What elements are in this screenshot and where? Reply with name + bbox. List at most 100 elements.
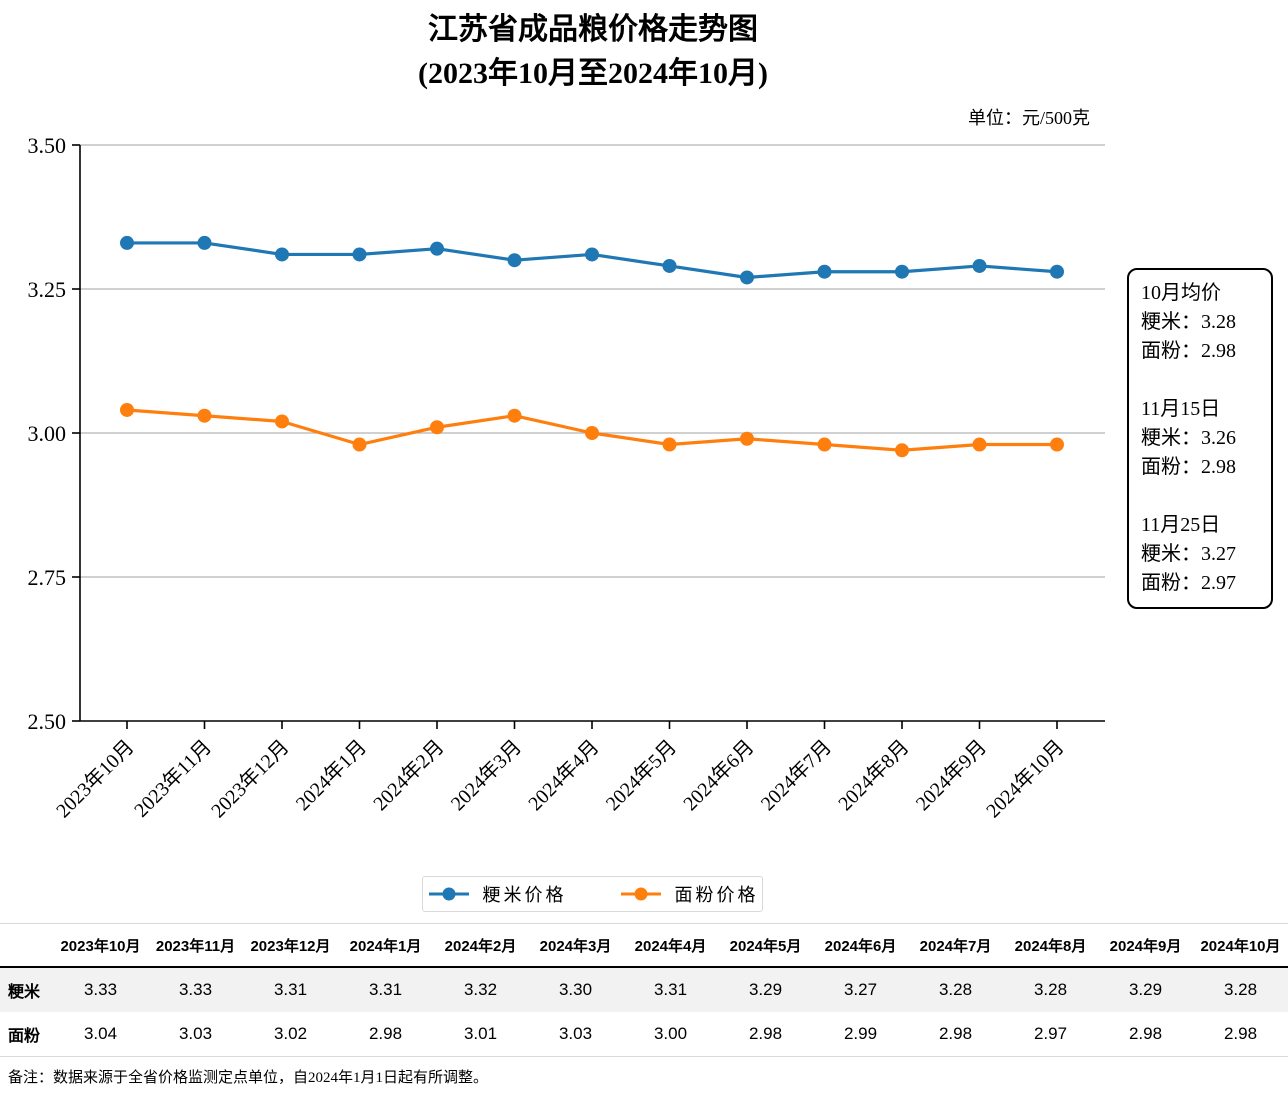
data-point-面粉价格 (972, 437, 987, 452)
data-point-粳米价格 (197, 235, 212, 250)
x-tick-label: 2024年9月 (911, 735, 991, 815)
chart-legend: 粳米价格 面粉价格 (422, 876, 763, 912)
table-value-cell: 3.04 (53, 1012, 148, 1056)
table-value-cell: 3.29 (1098, 968, 1193, 1012)
legend-item-面粉价格: 面粉价格 (619, 881, 759, 907)
table-value-cell: 3.33 (53, 968, 148, 1012)
table-value-cell: 3.28 (908, 968, 1003, 1012)
legend-marker-icon (428, 887, 469, 901)
data-point-面粉价格 (352, 437, 367, 452)
data-point-粳米价格 (430, 241, 444, 256)
data-point-粳米价格 (662, 258, 677, 273)
y-tick-label: 3.50 (28, 133, 67, 158)
x-tick-label: 2023年12月 (207, 735, 294, 822)
x-tick-label: 2024年2月 (369, 735, 449, 815)
data-point-面粉价格 (120, 402, 134, 417)
data-point-粳米价格 (352, 247, 367, 262)
price-trend-chart: 3.50 3.25 3.00 2.75 2.502023年10月2023年11月2023… (28, 133, 1105, 822)
table-value-cell: 3.32 (433, 968, 528, 1012)
table-header-cell: 2023年11月 (148, 924, 243, 968)
data-point-粳米价格 (740, 270, 754, 285)
table-value-cell: 2.98 (1098, 1012, 1193, 1056)
data-point-面粉价格 (197, 408, 212, 423)
legend-item-粳米价格: 粳米价格 (427, 881, 567, 907)
table-header-cell: 2024年2月 (433, 924, 528, 968)
data-point-粳米价格 (585, 247, 599, 262)
annotation-line: 面粉：2.98 (1141, 456, 1236, 478)
chart-title-line2: (2023年10月至2024年10月) (418, 57, 768, 90)
footnote: 备注：数据来源于全省价格监测定点单位，自2024年1月1日起有所调整。 (8, 1070, 489, 1086)
table-header-cell: 2024年6月 (813, 924, 908, 968)
chart-title: 江苏省成品粮价格走势图 (2023年10月至2024年10月) (0, 8, 1186, 96)
annotation-line: 粳米：3.26 (1141, 427, 1236, 449)
table-header-cell: 2023年10月 (53, 924, 148, 968)
legend-label: 面粉价格 (674, 885, 759, 905)
table-value-cell: 3.02 (243, 1012, 338, 1056)
annotation-line: 粳米：3.27 (1141, 543, 1236, 565)
annotation-line: 10月均价 (1141, 282, 1221, 304)
annotation-line (1141, 366, 1265, 395)
x-tick-label: 2024年6月 (679, 735, 759, 815)
table-value-cell: 3.01 (433, 1012, 528, 1056)
data-point-粳米价格 (895, 264, 909, 279)
table-value-cell: 3.29 (718, 968, 813, 1012)
annotation-line: 11月25日 (1141, 514, 1221, 536)
y-tick-label: 3.25 (28, 277, 67, 302)
x-tick-label: 2024年10月 (982, 735, 1069, 822)
table-value-cell: 2.97 (1003, 1012, 1098, 1056)
table-value-cell: 3.31 (623, 968, 718, 1012)
table-value-cell: 3.27 (813, 968, 908, 1012)
chart-title-line1: 江苏省成品粮价格走势图 (428, 13, 758, 46)
data-point-面粉价格 (507, 408, 522, 423)
table-value-cell: 3.03 (148, 1012, 243, 1056)
legend-label: 粳米价格 (482, 885, 567, 905)
table-corner-cell (0, 924, 53, 968)
data-point-粳米价格 (1050, 264, 1064, 279)
table-header-cell: 2023年12月 (243, 924, 338, 968)
x-tick-label: 2024年3月 (446, 735, 526, 815)
data-point-粳米价格 (817, 264, 832, 279)
legend-marker-icon (620, 887, 661, 901)
annotation-box: 10月均价 粳米：3.28 面粉：2.98 11月15日 粳米：3.26 面粉：2.98… (1127, 268, 1273, 609)
y-tick-label: 2.50 (28, 709, 67, 734)
table-header-cell: 2024年9月 (1098, 924, 1193, 968)
table-value-cell: 2.98 (718, 1012, 813, 1056)
table-header-cell: 2024年10月 (1193, 924, 1288, 968)
data-point-面粉价格 (740, 431, 754, 446)
table-value-cell: 2.98 (338, 1012, 433, 1056)
table-header-cell: 2024年3月 (528, 924, 623, 968)
x-tick-label: 2024年7月 (756, 735, 836, 815)
data-point-面粉价格 (817, 437, 832, 452)
annotation-line: 面粉：2.98 (1141, 340, 1236, 362)
x-tick-label: 2024年8月 (834, 735, 914, 815)
table-header-cell: 2024年7月 (908, 924, 1003, 968)
y-tick-label: 3.00 (28, 421, 67, 446)
data-point-面粉价格 (1050, 437, 1064, 452)
table-row-label: 面粉 (0, 1012, 53, 1056)
table-value-cell: 3.30 (528, 968, 623, 1012)
x-tick-label: 2024年1月 (291, 735, 371, 815)
table-header-cell: 2024年1月 (338, 924, 433, 968)
x-tick-label: 2024年4月 (524, 735, 604, 815)
annotation-line: 面粉：2.97 (1141, 572, 1236, 594)
unit-label: 单位：元/500克 (967, 108, 1090, 128)
data-point-粳米价格 (972, 258, 987, 273)
price-table: 2023年10月 2023年11月 2023年12月 2024年1月 2024年2月 20… (0, 923, 1288, 1057)
table-value-cell: 3.33 (148, 968, 243, 1012)
table-value-cell: 2.99 (813, 1012, 908, 1056)
x-tick-label: 2024年5月 (601, 735, 681, 815)
annotation-line: 11月15日 (1141, 398, 1221, 420)
data-point-面粉价格 (430, 420, 444, 435)
table-header-cell: 2024年8月 (1003, 924, 1098, 968)
table-value-cell: 3.28 (1003, 968, 1098, 1012)
data-point-面粉价格 (585, 426, 599, 440)
x-tick-label: 2023年10月 (52, 735, 139, 822)
table-value-cell: 2.98 (1193, 1012, 1288, 1056)
data-point-粳米价格 (275, 247, 289, 262)
data-point-面粉价格 (895, 443, 909, 458)
data-point-粳米价格 (120, 235, 134, 250)
data-point-面粉价格 (275, 414, 289, 429)
y-tick-label: 2.75 (28, 565, 67, 590)
data-point-面粉价格 (662, 437, 677, 452)
